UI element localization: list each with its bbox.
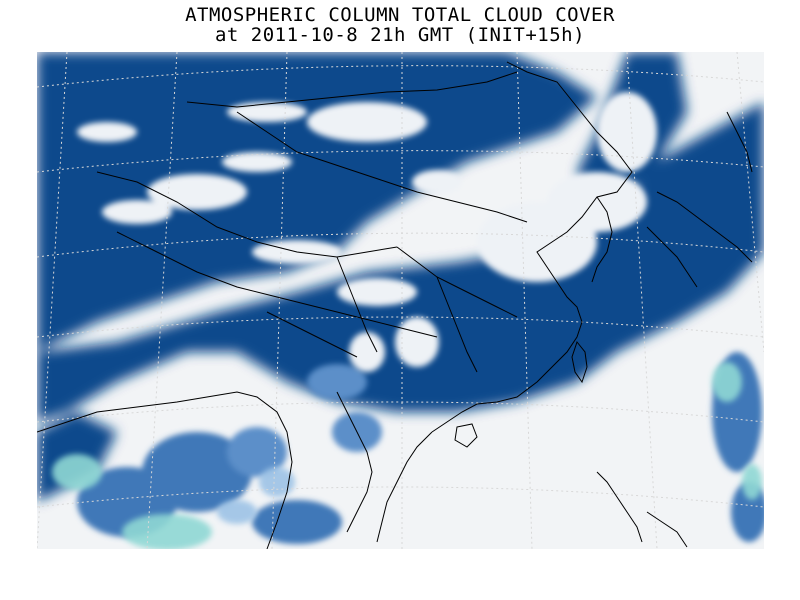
chart-title-line-2: at 2011-10-8 21h GMT (INIT+15h): [214, 24, 586, 46]
medium-cloud-layer: [77, 352, 764, 544]
cloud-gaps: [77, 92, 657, 372]
coastlines: [37, 61, 753, 549]
light-cloud-layer: [52, 362, 762, 549]
chart-title-line-1: ATMOSPHERIC COLUMN TOTAL CLOUD COVER: [185, 4, 615, 26]
graticule: [37, 52, 764, 549]
cloud-cover-map: [37, 52, 764, 549]
